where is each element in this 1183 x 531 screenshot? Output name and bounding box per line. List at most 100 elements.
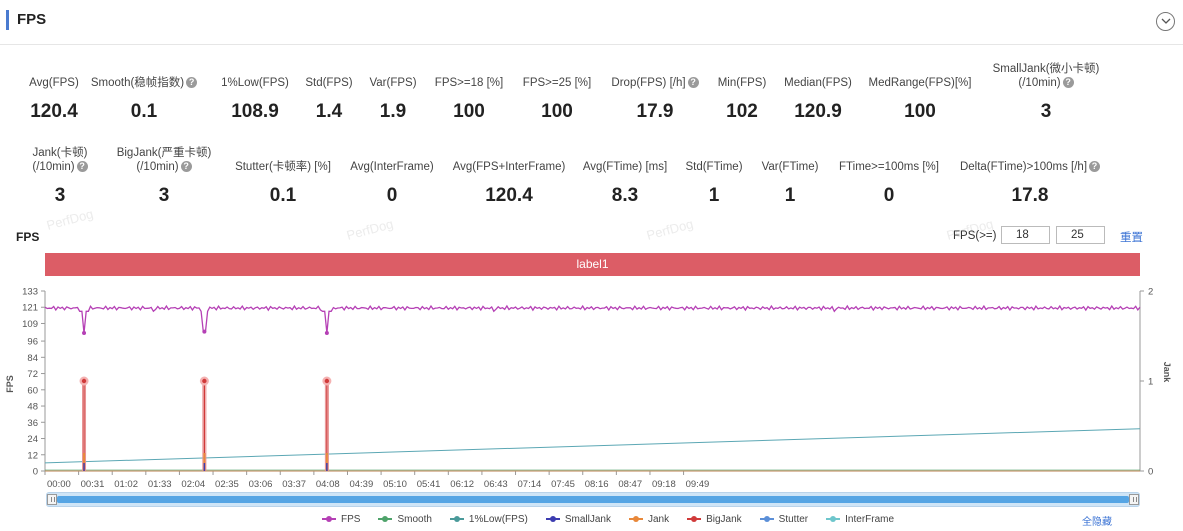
stat-label-text: Smooth(稳帧指数) (90, 77, 185, 89)
slider-selected-range[interactable] (57, 496, 1129, 503)
legend-swatch (628, 516, 643, 522)
x-tick-label: 03:37 (282, 479, 306, 490)
stat-item: Smooth(稳帧指数)? 0.1 (64, 76, 224, 123)
help-icon[interactable]: ? (186, 77, 198, 88)
x-tick-label: 06:12 (450, 479, 474, 490)
legend-item[interactable]: InterFrame (826, 514, 894, 525)
stat-label: MedRange(FPS)[%] (840, 76, 1000, 90)
panel-title: FPS (17, 11, 47, 28)
legend-item[interactable]: Stutter (759, 514, 808, 525)
y-tick-label: 60 (27, 385, 38, 396)
legend-dot (763, 516, 770, 522)
legend-dot (830, 516, 837, 522)
legend-dot (453, 516, 460, 522)
fps-dip-point (324, 330, 329, 335)
y-tick-label: 36 (27, 418, 38, 429)
stat-value: 3 (158, 185, 170, 206)
stat-item: FPS>=18 [%] 100 (389, 76, 549, 123)
bigjank-point (202, 378, 207, 384)
legend-label: InterFrame (845, 513, 895, 525)
x-tick-label: 03:06 (249, 479, 273, 490)
label-bar[interactable]: label1 (45, 253, 1140, 276)
y-tick-label: 84 (27, 353, 38, 364)
stat-item: Avg(InterFrame) 0 (312, 160, 472, 207)
legend-item[interactable]: FPS (322, 514, 360, 525)
time-range-slider[interactable] (46, 492, 1140, 507)
legend-label: Jank (647, 513, 670, 525)
legend-swatch (322, 516, 336, 522)
x-tick-label: 08:47 (618, 479, 642, 490)
stat-label: Avg(FPS) (0, 76, 134, 90)
stat-label: FPS>=18 [%] (389, 76, 549, 90)
x-tick-label: 07:45 (551, 479, 575, 490)
stat-label-text: Avg(InterFrame) (350, 161, 434, 173)
stat-item: Var(FTime) 1 (710, 160, 870, 207)
y2-tick-label: 0 (1148, 467, 1153, 478)
legend-swatch (378, 516, 393, 522)
stat-label-line2: (/10min)? (966, 76, 1126, 90)
stat-value: 100 (904, 101, 936, 122)
stat-item: Drop(FPS) [/h]? 17.9 (575, 76, 735, 123)
stat-label: Var(FTime) (710, 160, 870, 174)
stat-value: 0 (386, 185, 398, 206)
reset-button[interactable]: 重置 (1120, 232, 1143, 244)
fps-threshold-label: FPS(>=) (953, 230, 997, 242)
stat-label-text: Jank(卡顿) (32, 147, 88, 159)
stat-label: Delta(FTime)>100ms [/h]? (950, 160, 1110, 174)
legend-item[interactable]: 1%Low(FPS) (449, 514, 528, 525)
slider-handle-left[interactable] (47, 494, 57, 505)
legend-dot (632, 516, 639, 522)
stat-item: SmallJank(微小卡顿) (/10min)? 3 (966, 62, 1126, 123)
x-tick-label: 06:43 (484, 479, 508, 490)
help-icon[interactable]: ? (687, 77, 699, 88)
help-icon[interactable]: ? (1062, 77, 1074, 88)
series-fps-line (44, 304, 1141, 334)
stat-label-text: (/10min) (1018, 77, 1061, 89)
fps-threshold-input-2[interactable] (1056, 226, 1105, 244)
stat-value: 120.9 (794, 101, 842, 122)
legend-item[interactable]: Smooth (378, 514, 432, 525)
stat-label-line2: (/10min)? (84, 160, 244, 174)
slider-handle-right[interactable] (1129, 494, 1139, 505)
y2-tick-label: 2 (1148, 287, 1153, 298)
stat-item: Avg(FPS+InterFrame) 120.4 (429, 160, 589, 207)
help-icon[interactable]: ? (76, 161, 88, 172)
x-tick-label: 07:14 (518, 479, 542, 490)
x-tick-label: 01:02 (114, 479, 138, 490)
legend-swatch (449, 516, 464, 522)
fps-dip-point (82, 330, 87, 335)
stat-value: 102 (726, 101, 758, 122)
legend-label: FPS (341, 513, 361, 525)
stat-label: Median(FPS) (738, 76, 898, 90)
legend-swatch (545, 516, 560, 522)
stat-label: Var(FPS) (313, 76, 473, 90)
stat-item: Min(FPS) 102 (662, 76, 822, 123)
series-stutter-line (44, 428, 1141, 464)
legend-label: BigJank (706, 513, 742, 525)
stat-value: 0.1 (269, 185, 297, 206)
legend-item[interactable]: BigJank (687, 514, 742, 525)
y2-axis-label: Jank (1162, 362, 1172, 384)
x-tick-label: 01:33 (148, 479, 172, 490)
stat-item: Delta(FTime)>100ms [/h]? 17.8 (950, 160, 1110, 207)
legend-swatch (826, 516, 841, 522)
collapse-button[interactable] (1156, 12, 1175, 31)
hide-all-button[interactable]: 全隐藏 (1082, 517, 1112, 528)
legend-item[interactable]: Jank (628, 513, 670, 525)
stat-label-text: Min(FPS) (717, 77, 767, 89)
stat-value: 3 (54, 185, 66, 206)
stat-item: Avg(FPS) 120.4 (0, 76, 134, 123)
legend-item[interactable]: SmallJank (545, 514, 611, 525)
stat-label: Stutter(卡顿率) [%] (203, 160, 363, 174)
fps-threshold-input-1[interactable] (1001, 226, 1050, 244)
stat-label-text: Avg(FTime) [ms] (582, 161, 668, 173)
y-axis-label: FPS (5, 375, 15, 393)
y-tick-label: 109 (22, 319, 38, 330)
x-tick-label: 02:04 (181, 479, 205, 490)
help-icon[interactable]: ? (180, 161, 192, 172)
help-icon[interactable]: ? (1089, 161, 1101, 172)
x-tick-label: 09:18 (652, 479, 676, 490)
stat-value: 17.9 (636, 101, 674, 122)
stat-value: 1 (708, 185, 720, 206)
stat-value: 1 (784, 185, 796, 206)
